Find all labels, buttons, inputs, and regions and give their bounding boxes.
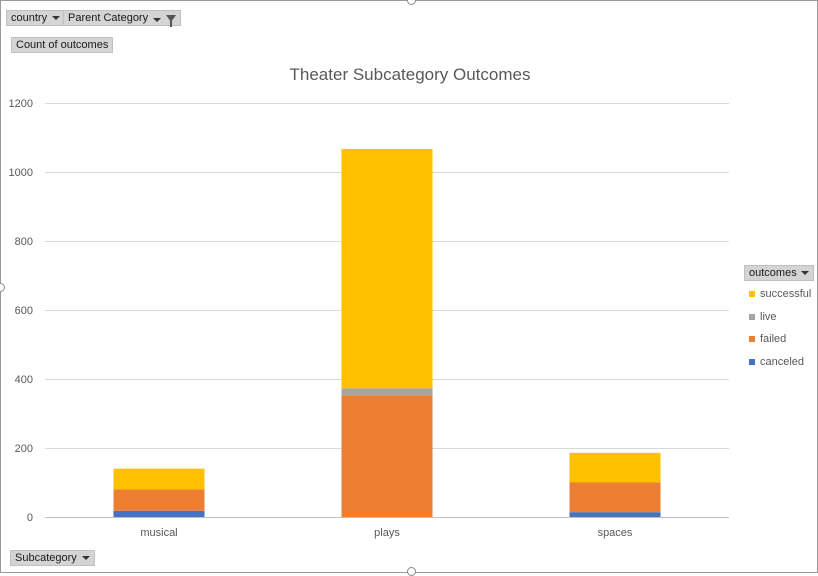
y-tick-label: 1000 [9, 167, 33, 179]
y-tick-label: 800 [15, 236, 33, 248]
legend: outcomes successful live failed canceled [744, 265, 814, 373]
chevron-down-icon [801, 271, 809, 275]
legend-item-successful[interactable]: successful [744, 283, 814, 306]
chevron-down-icon [153, 17, 162, 22]
chevron-down-icon [81, 556, 90, 560]
chart-title: Theater Subcategory Outcomes [289, 65, 531, 84]
country-filter-label: country [11, 12, 48, 24]
filter-icon [166, 14, 177, 27]
bar-plays-live[interactable] [341, 388, 433, 396]
y-tick-label: 0 [27, 512, 33, 524]
legend-label-successful: successful [760, 288, 812, 301]
legend-field-button[interactable]: outcomes [744, 265, 814, 281]
legend-label-canceled: canceled [760, 355, 805, 368]
bar-musical-canceled[interactable] [113, 510, 205, 517]
y-tick-label: 1200 [9, 98, 33, 110]
legend-swatch-live [749, 313, 755, 320]
legend-swatch-failed [749, 336, 755, 343]
y-tick-label: 200 [15, 443, 33, 455]
bar-plays-failed[interactable] [341, 395, 433, 517]
parent-category-filter-label: Parent Category [68, 12, 149, 24]
legend-label-live: live [760, 310, 777, 323]
y-tick-label: 600 [15, 305, 33, 317]
legend-field-label: outcomes [749, 267, 797, 279]
x-tick-label-plays: plays [374, 527, 400, 539]
resize-handle-top[interactable] [407, 0, 416, 5]
legend-items: successful live failed canceled [744, 283, 814, 373]
y-tick-label: 400 [15, 374, 33, 386]
x-axis-tick-labels: musical plays spaces [140, 527, 633, 539]
y-axis-tick-labels: 0 200 400 600 800 1000 1200 [9, 98, 33, 524]
legend-item-live[interactable]: live [744, 306, 814, 329]
bar-series [113, 148, 661, 517]
legend-swatch-canceled [749, 358, 755, 365]
chevron-down-icon [52, 16, 61, 20]
legend-item-failed[interactable]: failed [744, 328, 814, 351]
x-tick-label-musical: musical [140, 527, 177, 539]
x-tick-label-spaces: spaces [598, 527, 633, 539]
legend-label-failed: failed [760, 333, 787, 346]
country-filter-button[interactable]: country [6, 10, 66, 26]
legend-item-canceled[interactable]: canceled [744, 351, 814, 374]
value-field-label: Count of outcomes [16, 39, 109, 51]
value-field-button[interactable]: Count of outcomes [11, 37, 114, 53]
bar-plays-successful[interactable] [341, 148, 433, 389]
bar-musical-failed[interactable] [113, 489, 205, 511]
bar-musical-successful[interactable] [113, 468, 205, 490]
bar-spaces-successful[interactable] [569, 452, 661, 483]
resize-handle-left[interactable] [0, 283, 5, 292]
subcategory-field-label: Subcategory [15, 552, 77, 564]
parent-category-filter-button[interactable]: Parent Category [63, 10, 182, 27]
legend-swatch-successful [749, 291, 755, 298]
bar-spaces-canceled[interactable] [569, 512, 661, 517]
bar-spaces-failed[interactable] [569, 482, 661, 513]
subcategory-field-button[interactable]: Subcategory [10, 550, 95, 566]
